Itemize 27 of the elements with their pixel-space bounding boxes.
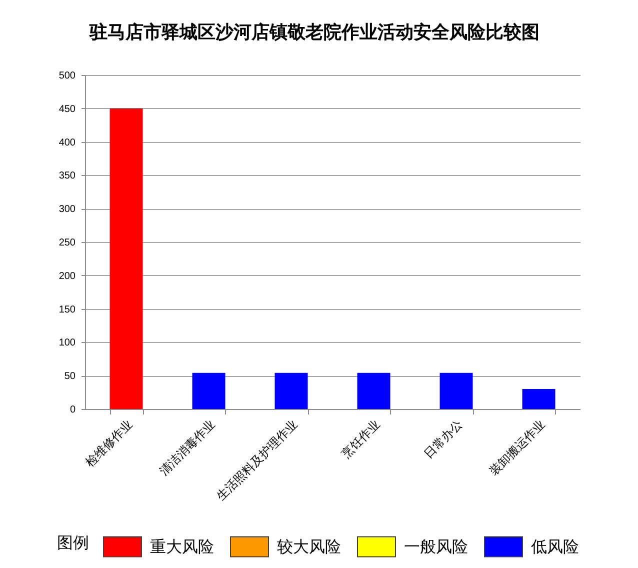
y-tick-label: 350 (58, 170, 76, 182)
x-tick-label: 烹饪作业 (338, 417, 383, 461)
y-tick-label: 100 (58, 338, 76, 349)
y-tick-label: 500 (58, 70, 76, 82)
legend-label: 一般风险 (404, 538, 468, 556)
y-tick-label: 200 (58, 270, 76, 282)
y-tick-label: 300 (58, 204, 76, 216)
y-tick-label: 50 (64, 371, 76, 382)
x-tick-label: 检维修作业 (82, 417, 136, 470)
legend-label: 重大风险 (150, 538, 214, 556)
y-tick-label: 150 (58, 304, 76, 316)
x-tick-label: 日常办公 (421, 417, 466, 461)
bar (110, 108, 143, 409)
y-tick-label: 0 (70, 404, 76, 416)
bar (274, 372, 308, 409)
y-tick-label: 450 (58, 104, 76, 115)
legend-label: 低风险 (531, 538, 579, 556)
bar (440, 372, 473, 409)
bar (192, 372, 226, 409)
y-tick-label: 400 (58, 137, 76, 148)
bar (357, 372, 390, 409)
bar (522, 388, 556, 409)
chart-title: 驻马店市驿城区沙河店镇敬老院作业活动安全风险比较图 (88, 22, 540, 42)
x-tick-label: 装卸搬运作业 (486, 417, 548, 478)
legend-title: 图例 (57, 535, 89, 552)
y-tick-label: 250 (58, 238, 76, 248)
legend-label: 较大风险 (277, 538, 341, 556)
